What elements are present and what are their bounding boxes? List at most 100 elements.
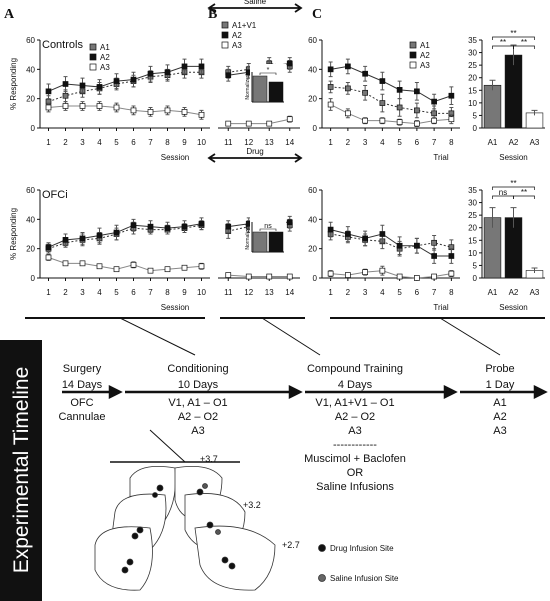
y-tick-label: 20 (308, 245, 317, 254)
y-tick-label: 35 (468, 36, 477, 45)
marker (96, 84, 103, 90)
marker (345, 85, 351, 92)
subtitle: OFCi (42, 189, 68, 201)
marker (147, 267, 154, 274)
series-line (330, 104, 452, 125)
inset-label: Normalized (245, 224, 251, 250)
y-tick-label: 20 (26, 95, 35, 104)
x-tick-label: A1 (488, 288, 498, 297)
stage-detail: V1, A1+V1 – O1 (315, 397, 394, 409)
marker (396, 242, 403, 249)
timeline-arrows (62, 384, 548, 400)
legend-swatch (89, 43, 97, 51)
timeline-title-bg (0, 340, 42, 601)
panel-label: A (4, 7, 15, 22)
x-tick-label: 5 (397, 138, 402, 147)
y-tick-label: 60 (26, 186, 35, 195)
marker (181, 223, 188, 230)
marker (266, 120, 273, 127)
series-line (330, 65, 452, 103)
marker (379, 267, 386, 274)
sig-label: ** (510, 29, 516, 38)
marker (431, 110, 437, 117)
marker (327, 226, 334, 233)
x-tick-label: 7 (148, 138, 153, 147)
marker (62, 103, 69, 109)
inset-annotation: ns (264, 223, 272, 230)
marker (130, 76, 137, 83)
x-tick-label: A3 (530, 138, 540, 147)
marker (164, 69, 171, 76)
marker (431, 253, 437, 259)
stage-detail: V1, A1 – O1 (168, 397, 227, 409)
marker (225, 72, 232, 79)
y-tick-label: 60 (308, 36, 317, 45)
marker (362, 89, 368, 96)
x-tick-label: 8 (165, 138, 170, 147)
marker (396, 119, 403, 125)
marker (345, 110, 351, 117)
y-tick-label: 30 (468, 199, 477, 208)
sig-label: ** (510, 179, 516, 188)
x-tick-label: 3 (363, 138, 368, 147)
x-tick-label: 1 (328, 288, 333, 297)
marker (327, 270, 334, 277)
banner-arrow (207, 3, 303, 13)
marker (414, 88, 420, 95)
x-tick-label: 4 (97, 138, 102, 147)
x-tick-label: 10 (197, 288, 206, 297)
stage-name: Surgery (63, 363, 102, 375)
y-tick-label: 5 (473, 111, 478, 120)
legend-label: A1 (420, 41, 430, 50)
section-level: +2.7 (282, 540, 300, 550)
marker (45, 244, 52, 251)
marker (164, 266, 171, 273)
x-axis-label: Session (161, 153, 189, 162)
sig-label: ** (521, 188, 527, 197)
y-tick-label: 20 (468, 224, 477, 233)
marker (431, 117, 437, 124)
bar (504, 54, 523, 129)
sig-label: ns (499, 188, 507, 197)
series-line (48, 65, 202, 92)
panel-label: C (312, 7, 322, 22)
inset-bar (268, 81, 284, 103)
x-axis-label: Trial (433, 153, 448, 162)
marker (181, 264, 188, 271)
legend-swatch (409, 51, 417, 59)
error-bar (489, 79, 496, 91)
x-tick-label: A2 (509, 288, 519, 297)
legend-swatch (221, 21, 229, 29)
marker (198, 220, 205, 227)
marker (79, 82, 86, 89)
error-bar (489, 207, 496, 228)
inset-bar (268, 231, 284, 253)
y-tick-label: 0 (31, 274, 36, 283)
marker (225, 223, 232, 230)
banner-label: Drug (246, 147, 263, 156)
brain-legend-label: Drug Infusion Site (330, 544, 394, 553)
marker (45, 88, 52, 95)
marker (327, 101, 334, 108)
sig-bracket (492, 186, 535, 190)
y-tick-label: 20 (308, 95, 317, 104)
y-tick-label: 0 (473, 124, 478, 133)
inset-label: Normalized (245, 74, 251, 100)
marker (164, 225, 171, 231)
x-tick-label: 3 (80, 288, 85, 297)
stage-name: Probe (485, 363, 514, 375)
stage-duration: 14 Days (62, 379, 103, 391)
marker (198, 63, 205, 70)
x-tick-label: 8 (449, 288, 454, 297)
marker (414, 107, 420, 114)
stage-duration: 4 Days (338, 379, 373, 391)
legend-swatch (221, 31, 229, 39)
y-tick-label: 40 (26, 65, 35, 74)
marker (130, 261, 137, 268)
x-axis-label: Session (499, 303, 527, 312)
x-tick-label: 11 (224, 138, 233, 147)
series-line (330, 86, 452, 114)
x-tick-label: 12 (244, 288, 253, 297)
y-tick-label: 20 (26, 245, 35, 254)
